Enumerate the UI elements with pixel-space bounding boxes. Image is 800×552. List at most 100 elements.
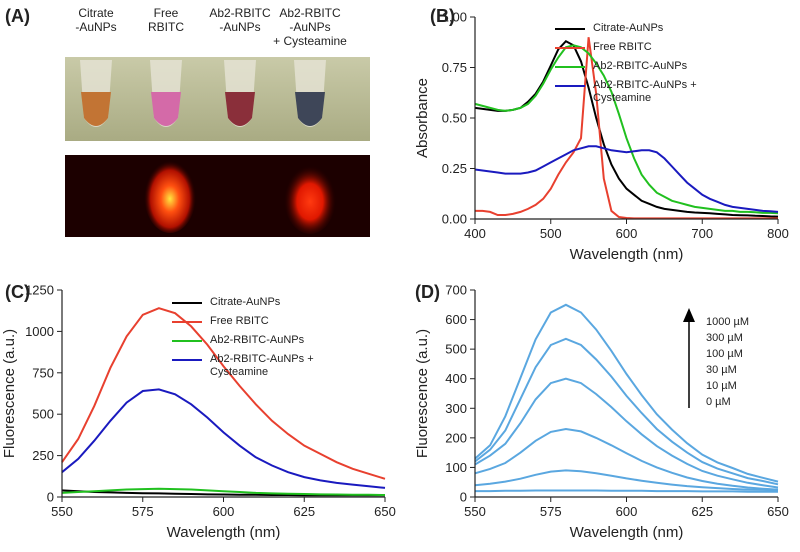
- x-tick-label: 600: [616, 504, 638, 519]
- legend: Citrate-AuNPs Free RBITC Ab2-RBITC-AuNPs Ab…: [555, 22, 703, 111]
- legend-label: Ab2-RBITC-AuNPs + Cysteamine: [593, 79, 697, 104]
- legend-swatch: [555, 85, 585, 87]
- series-line: [61, 388, 386, 489]
- y-tick-label: 1000: [25, 324, 54, 339]
- y-tick-label: 400: [445, 371, 467, 386]
- y-tick-label: 1250: [25, 283, 54, 298]
- legend-label: 100 µM: [706, 348, 743, 360]
- legend-entry: 1000 µM: [706, 316, 749, 329]
- panel-label: (D): [415, 282, 440, 302]
- series-line: [474, 39, 779, 218]
- series-line: [474, 145, 779, 213]
- legend-entry: 30 µM: [706, 364, 749, 377]
- legend-entry: Ab2-RBITC-AuNPs: [555, 60, 703, 73]
- tube-label-line: -AuNPs: [75, 20, 117, 34]
- series-line: [474, 427, 779, 491]
- fluorescence-glow: [144, 157, 196, 233]
- legend-entry: Free RBITC: [172, 315, 320, 328]
- legend-entry: Citrate-AuNPs: [172, 296, 320, 309]
- legend-label: Ab2-RBITC-AuNPs: [210, 334, 305, 346]
- y-tick-label: 500: [32, 407, 54, 422]
- x-tick-label: 800: [767, 226, 789, 241]
- legend-swatch: [555, 66, 585, 68]
- x-tick-label: 500: [540, 226, 562, 241]
- legend-entry: Free RBITC: [555, 41, 703, 54]
- legend-entry: 300 µM: [706, 332, 749, 345]
- panel-label: (A): [5, 6, 30, 26]
- x-tick-label: 575: [132, 504, 154, 519]
- legend-swatch: [555, 28, 585, 30]
- legend-label: 30 µM: [706, 364, 737, 376]
- y-tick-label: 0.00: [442, 212, 467, 227]
- y-tick-label: 0.50: [442, 111, 467, 126]
- x-tick-label: 600: [616, 226, 638, 241]
- series-line: [61, 307, 386, 480]
- y-axis-title: Absorbance: [414, 78, 431, 158]
- x-tick-label: 700: [691, 226, 713, 241]
- tube-label-line: Free: [153, 6, 179, 20]
- legend-label: 300 µM: [706, 332, 743, 344]
- y-tick-label: 750: [32, 365, 54, 380]
- x-axis-title: Wavelength (nm): [570, 524, 684, 541]
- series-line: [474, 303, 779, 483]
- legend-label: Ab2-RBITC-AuNPs: [593, 60, 688, 72]
- series-line: [474, 44, 779, 215]
- y-tick-label: 700: [445, 283, 467, 298]
- legend-entry: 100 µM: [706, 348, 749, 361]
- x-tick-label: 600: [213, 504, 235, 519]
- legend-entry: 10 µM: [706, 380, 749, 393]
- tube-label-line: -AuNPs: [289, 20, 331, 34]
- legend-label: Ab2-RBITC-AuNPs + Cysteamine: [210, 353, 314, 378]
- tube-label-line: + Cysteamine: [273, 34, 347, 48]
- x-tick-label: 575: [540, 504, 562, 519]
- legend: Citrate-AuNPs Free RBITC Ab2-RBITC-AuNPs Ab…: [172, 296, 320, 385]
- tube-label-line: Ab2-RBITC: [279, 6, 341, 20]
- y-tick-label: 0.75: [442, 60, 467, 75]
- tube-label-line: Ab2-RBITC: [209, 6, 271, 20]
- legend-entry: 0 µM: [706, 396, 749, 409]
- y-tick-label: 0: [47, 490, 54, 505]
- y-axis-title: Fluorescence (a.u.): [1, 329, 18, 458]
- legend-swatch: [555, 47, 585, 49]
- legend-label: 1000 µM: [706, 316, 750, 328]
- legend-entry: Ab2-RBITC-AuNPs + Cysteamine: [555, 79, 703, 105]
- tube-label-line: Citrate: [78, 6, 114, 20]
- series-line: [61, 487, 386, 496]
- x-axis-title: Wavelength (nm): [167, 524, 281, 541]
- legend-label: Free RBITC: [593, 41, 652, 53]
- y-tick-label: 0.25: [442, 161, 467, 176]
- tube-liquid: [81, 92, 111, 126]
- tube-liquid: [225, 92, 255, 126]
- x-tick-label: 550: [51, 504, 73, 519]
- tube-label: Citrate -AuNPs: [51, 6, 141, 34]
- legend-label: Citrate-AuNPs: [593, 22, 664, 34]
- legend-entry: Ab2-RBITC-AuNPs: [172, 334, 320, 347]
- tube-liquid: [295, 92, 325, 126]
- x-tick-label: 650: [374, 504, 396, 519]
- legend-swatch: [172, 321, 202, 323]
- series-line: [474, 377, 779, 489]
- legend-arrow-head: [683, 308, 695, 322]
- legend-label: Citrate-AuNPs: [210, 296, 281, 308]
- legend-entry: Citrate-AuNPs: [555, 22, 703, 35]
- y-tick-label: 300: [445, 401, 467, 416]
- series-line: [475, 489, 778, 493]
- x-tick-label: 550: [464, 504, 486, 519]
- panel-label: (C): [5, 282, 30, 302]
- legend-label: Free RBITC: [210, 315, 269, 327]
- y-tick-label: 500: [445, 342, 467, 357]
- x-tick-label: 400: [464, 226, 486, 241]
- x-axis-title: Wavelength (nm): [570, 246, 684, 263]
- y-tick-label: 0: [460, 490, 467, 505]
- legend-entry: Ab2-RBITC-AuNPs + Cysteamine: [172, 353, 320, 379]
- y-tick-label: 100: [445, 460, 467, 475]
- panel-label: (B): [430, 6, 455, 26]
- legend-swatch: [172, 359, 202, 361]
- tube-liquid: [151, 92, 181, 126]
- y-axis-title: Fluorescence (a.u.): [414, 329, 431, 458]
- series-line: [474, 469, 779, 492]
- tube-label-line: -AuNPs: [219, 20, 261, 34]
- fluorescence-glow: [284, 162, 336, 234]
